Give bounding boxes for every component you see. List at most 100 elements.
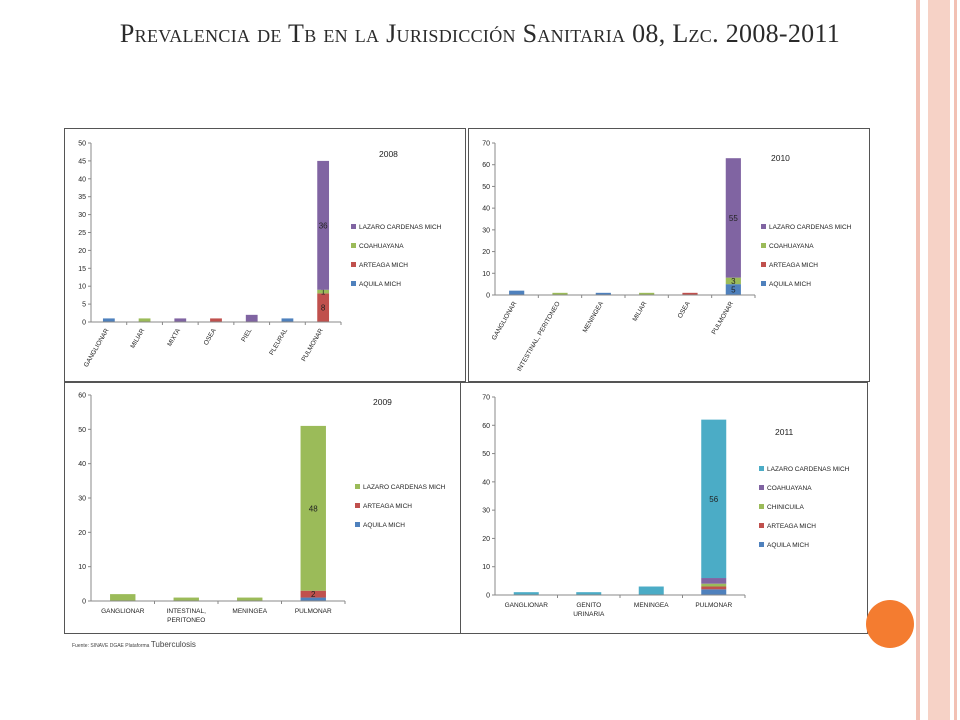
legend-label-coahuayana: COAHUAYANA (769, 243, 814, 250)
x-tick-label: PULMONAR (295, 608, 332, 615)
data-label: 2 (311, 590, 316, 599)
bar-lazaro-cardenas-mich (638, 586, 664, 595)
data-label: 36 (319, 221, 328, 230)
y-tick-label: 10 (78, 564, 86, 571)
bar-lazaro-cardenas-mich (245, 314, 258, 322)
y-tick-label: 0 (82, 320, 86, 327)
y-tick-label: 5 (82, 302, 86, 309)
legend-swatch-lazaro-cardenas-mich (761, 224, 766, 229)
y-tick-label: 50 (482, 184, 490, 191)
x-tick-label: MIXTA (166, 327, 182, 348)
y-tick-label: 30 (78, 496, 86, 503)
x-tick-label: MENINGEA (634, 602, 669, 609)
y-tick-label: 35 (78, 194, 86, 201)
x-tick-label: MENINGEA (232, 608, 267, 615)
data-label: 5 (731, 286, 736, 295)
y-tick-label: 25 (78, 230, 86, 237)
chart-title: 2008 (379, 149, 398, 159)
bar-lazaro-cardenas-mich (300, 425, 326, 591)
bar-aquila-mich (281, 318, 294, 322)
bar-coahuayana (725, 277, 741, 285)
legend-label-aquila-mich: AQUILA MICH (769, 281, 811, 288)
bar-coahuayana (552, 292, 568, 295)
x-tick-label: GENITO (576, 602, 601, 609)
data-label: 1 (321, 288, 326, 297)
legend-swatch-chinicuila (759, 504, 764, 509)
x-tick-label: GANGLIONAR (83, 327, 111, 368)
bar-arteaga-mich (682, 292, 698, 295)
source-note: Fuente: SINAVE DGAE Plataforma Tuberculo… (72, 640, 196, 649)
y-tick-label: 70 (482, 395, 490, 402)
legend-swatch-arteaga-mich (355, 503, 360, 508)
legend-swatch-lazaro-cardenas-mich (759, 466, 764, 471)
bar-aquila-mich (595, 292, 611, 295)
legend-label-arteaga-mich: ARTEAGA MICH (769, 262, 818, 269)
bar-aquila-mich (509, 290, 525, 295)
data-label: 55 (729, 214, 738, 223)
y-tick-label: 60 (482, 162, 490, 169)
x-tick-label: GANGLIONAR (491, 300, 519, 341)
bar-arteaga-mich (210, 318, 222, 322)
y-tick-label: 40 (78, 461, 86, 468)
legend-label-aquila-mich: AQUILA MICH (359, 281, 401, 288)
bar-lazaro-cardenas-mich (110, 594, 136, 601)
bar-aquila-mich (701, 589, 727, 595)
bar-lazaro-cardenas-mich (237, 597, 263, 601)
y-tick-label: 0 (486, 293, 490, 300)
x-tick-label: PULMONAR (695, 602, 732, 609)
x-tick-label: GANGLIONAR (505, 602, 549, 609)
y-tick-label: 30 (482, 227, 490, 234)
data-label: 48 (309, 504, 318, 513)
x-tick-label: INTESTINAL, (167, 608, 207, 615)
data-label: 56 (709, 495, 718, 504)
legend-swatch-coahuayana (759, 485, 764, 490)
x-tick-label: MILIAR (129, 327, 146, 350)
legend-swatch-aquila-mich (351, 281, 356, 286)
decorative-circle (866, 600, 914, 648)
legend-label-chinicuila: CHINICUILA (767, 504, 805, 511)
legend-swatch-coahuayana (761, 243, 766, 248)
bar-lazaro-cardenas-mich (173, 597, 199, 601)
legend-label-lazaro-cardenas-mich: LAZARO CARDENAS MICH (769, 224, 852, 231)
bar-chinicuila (701, 583, 727, 587)
legend-swatch-arteaga-mich (759, 523, 764, 528)
legend-label-coahuayana: COAHUAYANA (359, 243, 404, 250)
data-label: 3 (731, 277, 736, 286)
bar-lazaro-cardenas-mich (317, 160, 330, 290)
bar-arteaga-mich (701, 586, 727, 590)
y-tick-label: 20 (78, 248, 86, 255)
bar-aquila-mich (725, 284, 741, 295)
legend-label-coahuayana: COAHUAYANA (767, 485, 812, 492)
y-tick-label: 10 (78, 284, 86, 291)
x-tick-label: PLEURAL (268, 327, 289, 356)
x-tick-label: PULMONAR (711, 300, 736, 336)
x-tick-label: PIEL (240, 327, 253, 343)
chart-title: 2009 (373, 397, 392, 407)
y-tick-label: 50 (482, 451, 490, 458)
x-tick-label: MILIAR (632, 300, 649, 323)
legend-swatch-arteaga-mich (761, 262, 766, 267)
bar-aquila-mich (300, 597, 326, 601)
legend-label-aquila-mich: AQUILA MICH (363, 522, 405, 529)
y-tick-label: 20 (78, 530, 86, 537)
x-tick-label: PERITONEO (167, 617, 205, 624)
chart-2010: 0 10 20 30 40 50 60 70 GANGLIONAR INTESTINAL, PER… (468, 128, 870, 382)
bar-coahuayana (639, 292, 655, 295)
accent-bar-2 (928, 0, 950, 720)
legend-label-arteaga-mich: ARTEAGA MICH (767, 523, 816, 530)
bar-lazaro-cardenas-mich (701, 419, 727, 579)
bar-coahuayana (317, 289, 330, 294)
x-tick-label: INTESTINAL, PERITONEO (516, 301, 562, 373)
x-tick-label: OSEA (677, 300, 692, 320)
y-tick-label: 10 (482, 564, 490, 571)
bar-arteaga-mich (317, 293, 330, 322)
bar-lazaro-cardenas-mich (725, 158, 741, 278)
y-tick-label: 50 (78, 141, 86, 148)
legend-label-arteaga-mich: ARTEAGA MICH (359, 262, 408, 269)
legend-label-lazaro-cardenas-mich: LAZARO CARDENAS MICH (363, 484, 446, 491)
y-tick-label: 70 (482, 141, 490, 148)
chart-2008: 0 5 10 15 20 25 30 35 40 45 50 GANGLIONAR MILIAR MIXT… (64, 128, 466, 382)
legend-swatch-aquila-mich (355, 522, 360, 527)
y-tick-label: 0 (486, 593, 490, 600)
y-tick-label: 50 (78, 427, 86, 434)
